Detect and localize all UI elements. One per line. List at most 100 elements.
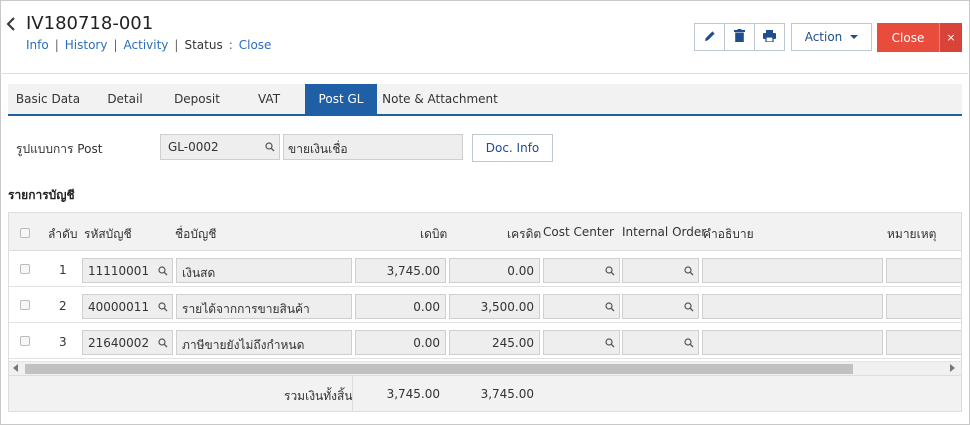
back-chevron-icon[interactable] <box>6 16 16 35</box>
table-row: 3 21640002 ภาษีขายยังไม่ถึงกำหนด 0.00 24… <box>9 323 961 359</box>
grid-header: ลำดับ รหัสบัญชี ชื่อบัญชี เดบิต เครดิต C… <box>9 213 961 251</box>
search-icon[interactable] <box>605 337 615 351</box>
col-description: คำอธิบาย <box>703 227 754 241</box>
accounts-section-title: รายการบัญชี <box>8 188 75 202</box>
search-icon[interactable] <box>158 301 168 315</box>
account-code-value: 11110001 <box>88 264 150 278</box>
credit-input[interactable]: 3,500.00 <box>449 294 540 319</box>
debit-input[interactable]: 3,745.00 <box>355 258 446 283</box>
cost-center-input[interactable] <box>543 258 620 283</box>
action-label: Action <box>804 30 843 44</box>
col-remark: หมายเหตุ <box>887 227 937 241</box>
pencil-icon <box>704 30 716 45</box>
remark-input[interactable] <box>886 330 961 355</box>
search-icon[interactable] <box>684 337 694 351</box>
activity-link[interactable]: Activity <box>123 38 169 52</box>
status-colon: : <box>228 38 233 52</box>
account-code-input[interactable]: 40000011 <box>82 294 173 319</box>
print-button[interactable] <box>754 23 785 51</box>
status-label: Status <box>184 38 223 52</box>
action-dropdown-button[interactable]: Action <box>791 23 872 51</box>
gl-code-value: GL-0002 <box>168 140 219 154</box>
search-icon[interactable] <box>605 265 615 279</box>
tab-detail[interactable]: Detail <box>107 92 143 106</box>
description-input[interactable] <box>702 330 883 355</box>
table-row: 2 40000011 รายได้จากการขายสินค้า 0.00 3,… <box>9 287 961 323</box>
document-title: IV180718-001 <box>26 13 154 34</box>
account-code-input[interactable]: 21640002 <box>82 330 173 355</box>
total-credit: 3,745.00 <box>480 387 534 401</box>
row-seq: 1 <box>59 263 67 277</box>
subnav-separator: | <box>54 38 59 52</box>
edit-button[interactable] <box>694 23 725 51</box>
delete-button[interactable] <box>724 23 755 51</box>
row-checkbox[interactable] <box>20 264 30 274</box>
account-code-value: 21640002 <box>88 336 150 350</box>
tab-bar: Basic Data Detail Deposit VAT Post GL No… <box>8 84 962 116</box>
debit-input[interactable]: 0.00 <box>355 294 446 319</box>
remark-input[interactable] <box>886 258 961 283</box>
post-format-label: รูปแบบการ Post <box>16 142 103 156</box>
row-checkbox[interactable] <box>20 300 30 310</box>
internal-order-input[interactable] <box>622 330 699 355</box>
document-subnav: Info | History | Activity | Status: Close <box>26 38 271 52</box>
total-debit: 3,745.00 <box>386 387 440 401</box>
subnav-separator: | <box>174 38 179 52</box>
account-code-input[interactable]: 11110001 <box>82 258 173 283</box>
row-seq: 2 <box>59 299 67 313</box>
select-all-checkbox[interactable] <box>20 228 30 238</box>
account-code-value: 40000011 <box>88 300 150 314</box>
cost-center-input[interactable] <box>543 294 620 319</box>
col-cost-center: Cost Center <box>543 225 614 239</box>
printer-icon <box>763 29 776 45</box>
cost-center-input[interactable] <box>543 330 620 355</box>
internal-order-input[interactable] <box>622 294 699 319</box>
tab-vat[interactable]: VAT <box>257 92 281 106</box>
col-debit: เดบิต <box>420 227 448 241</box>
footer-divider <box>352 376 353 411</box>
caret-down-icon <box>850 35 859 39</box>
search-icon[interactable] <box>684 265 694 279</box>
account-name-field: เงินสด <box>176 258 352 283</box>
tab-deposit[interactable]: Deposit <box>174 92 220 106</box>
col-account-name: ชื่อบัญชี <box>175 227 217 241</box>
scrollbar-thumb[interactable] <box>25 364 853 374</box>
description-input[interactable] <box>702 294 883 319</box>
account-name-field: ภาษีขายยังไม่ถึงกำหนด <box>176 330 352 355</box>
doc-info-button[interactable]: Doc. Info <box>472 134 553 162</box>
subnav-separator: | <box>113 38 118 52</box>
scroll-right-arrow-icon[interactable] <box>950 364 955 372</box>
table-row: 1 11110001 เงินสด 3,745.00 0.00 <box>9 251 961 287</box>
col-account-code: รหัสบัญชี <box>84 227 132 241</box>
description-input[interactable] <box>702 258 883 283</box>
col-credit: เครดิต <box>507 227 542 241</box>
gl-code-field[interactable]: GL-0002 <box>160 134 280 160</box>
horizontal-scrollbar[interactable] <box>9 361 961 375</box>
remark-input[interactable] <box>886 294 961 319</box>
status-value: Close <box>238 38 272 52</box>
row-seq: 3 <box>59 335 67 349</box>
credit-input[interactable]: 245.00 <box>449 330 540 355</box>
tab-note-attachment[interactable]: Note & Attachment <box>382 92 498 106</box>
total-label: รวมเงินทั้งสิ้น <box>284 389 353 403</box>
col-internal-order: Internal Order <box>622 225 707 239</box>
search-icon[interactable] <box>158 265 168 279</box>
header-divider <box>0 73 968 74</box>
internal-order-input[interactable] <box>622 258 699 283</box>
search-icon[interactable] <box>158 337 168 351</box>
history-link[interactable]: History <box>64 38 108 52</box>
credit-input[interactable]: 0.00 <box>449 258 540 283</box>
debit-input[interactable]: 0.00 <box>355 330 446 355</box>
close-x-button[interactable]: × <box>939 23 962 52</box>
tab-post-gl[interactable]: Post GL <box>305 84 377 114</box>
search-icon[interactable] <box>684 301 694 315</box>
close-button[interactable]: Close <box>877 23 939 52</box>
info-link[interactable]: Info <box>26 38 49 52</box>
scroll-left-arrow-icon[interactable] <box>13 364 18 372</box>
trash-icon <box>734 29 745 45</box>
account-name-field: รายได้จากการขายสินค้า <box>176 294 352 319</box>
tab-basic-data[interactable]: Basic Data <box>15 92 81 106</box>
search-icon[interactable] <box>605 301 615 315</box>
search-icon[interactable] <box>265 141 275 155</box>
row-checkbox[interactable] <box>20 336 30 346</box>
